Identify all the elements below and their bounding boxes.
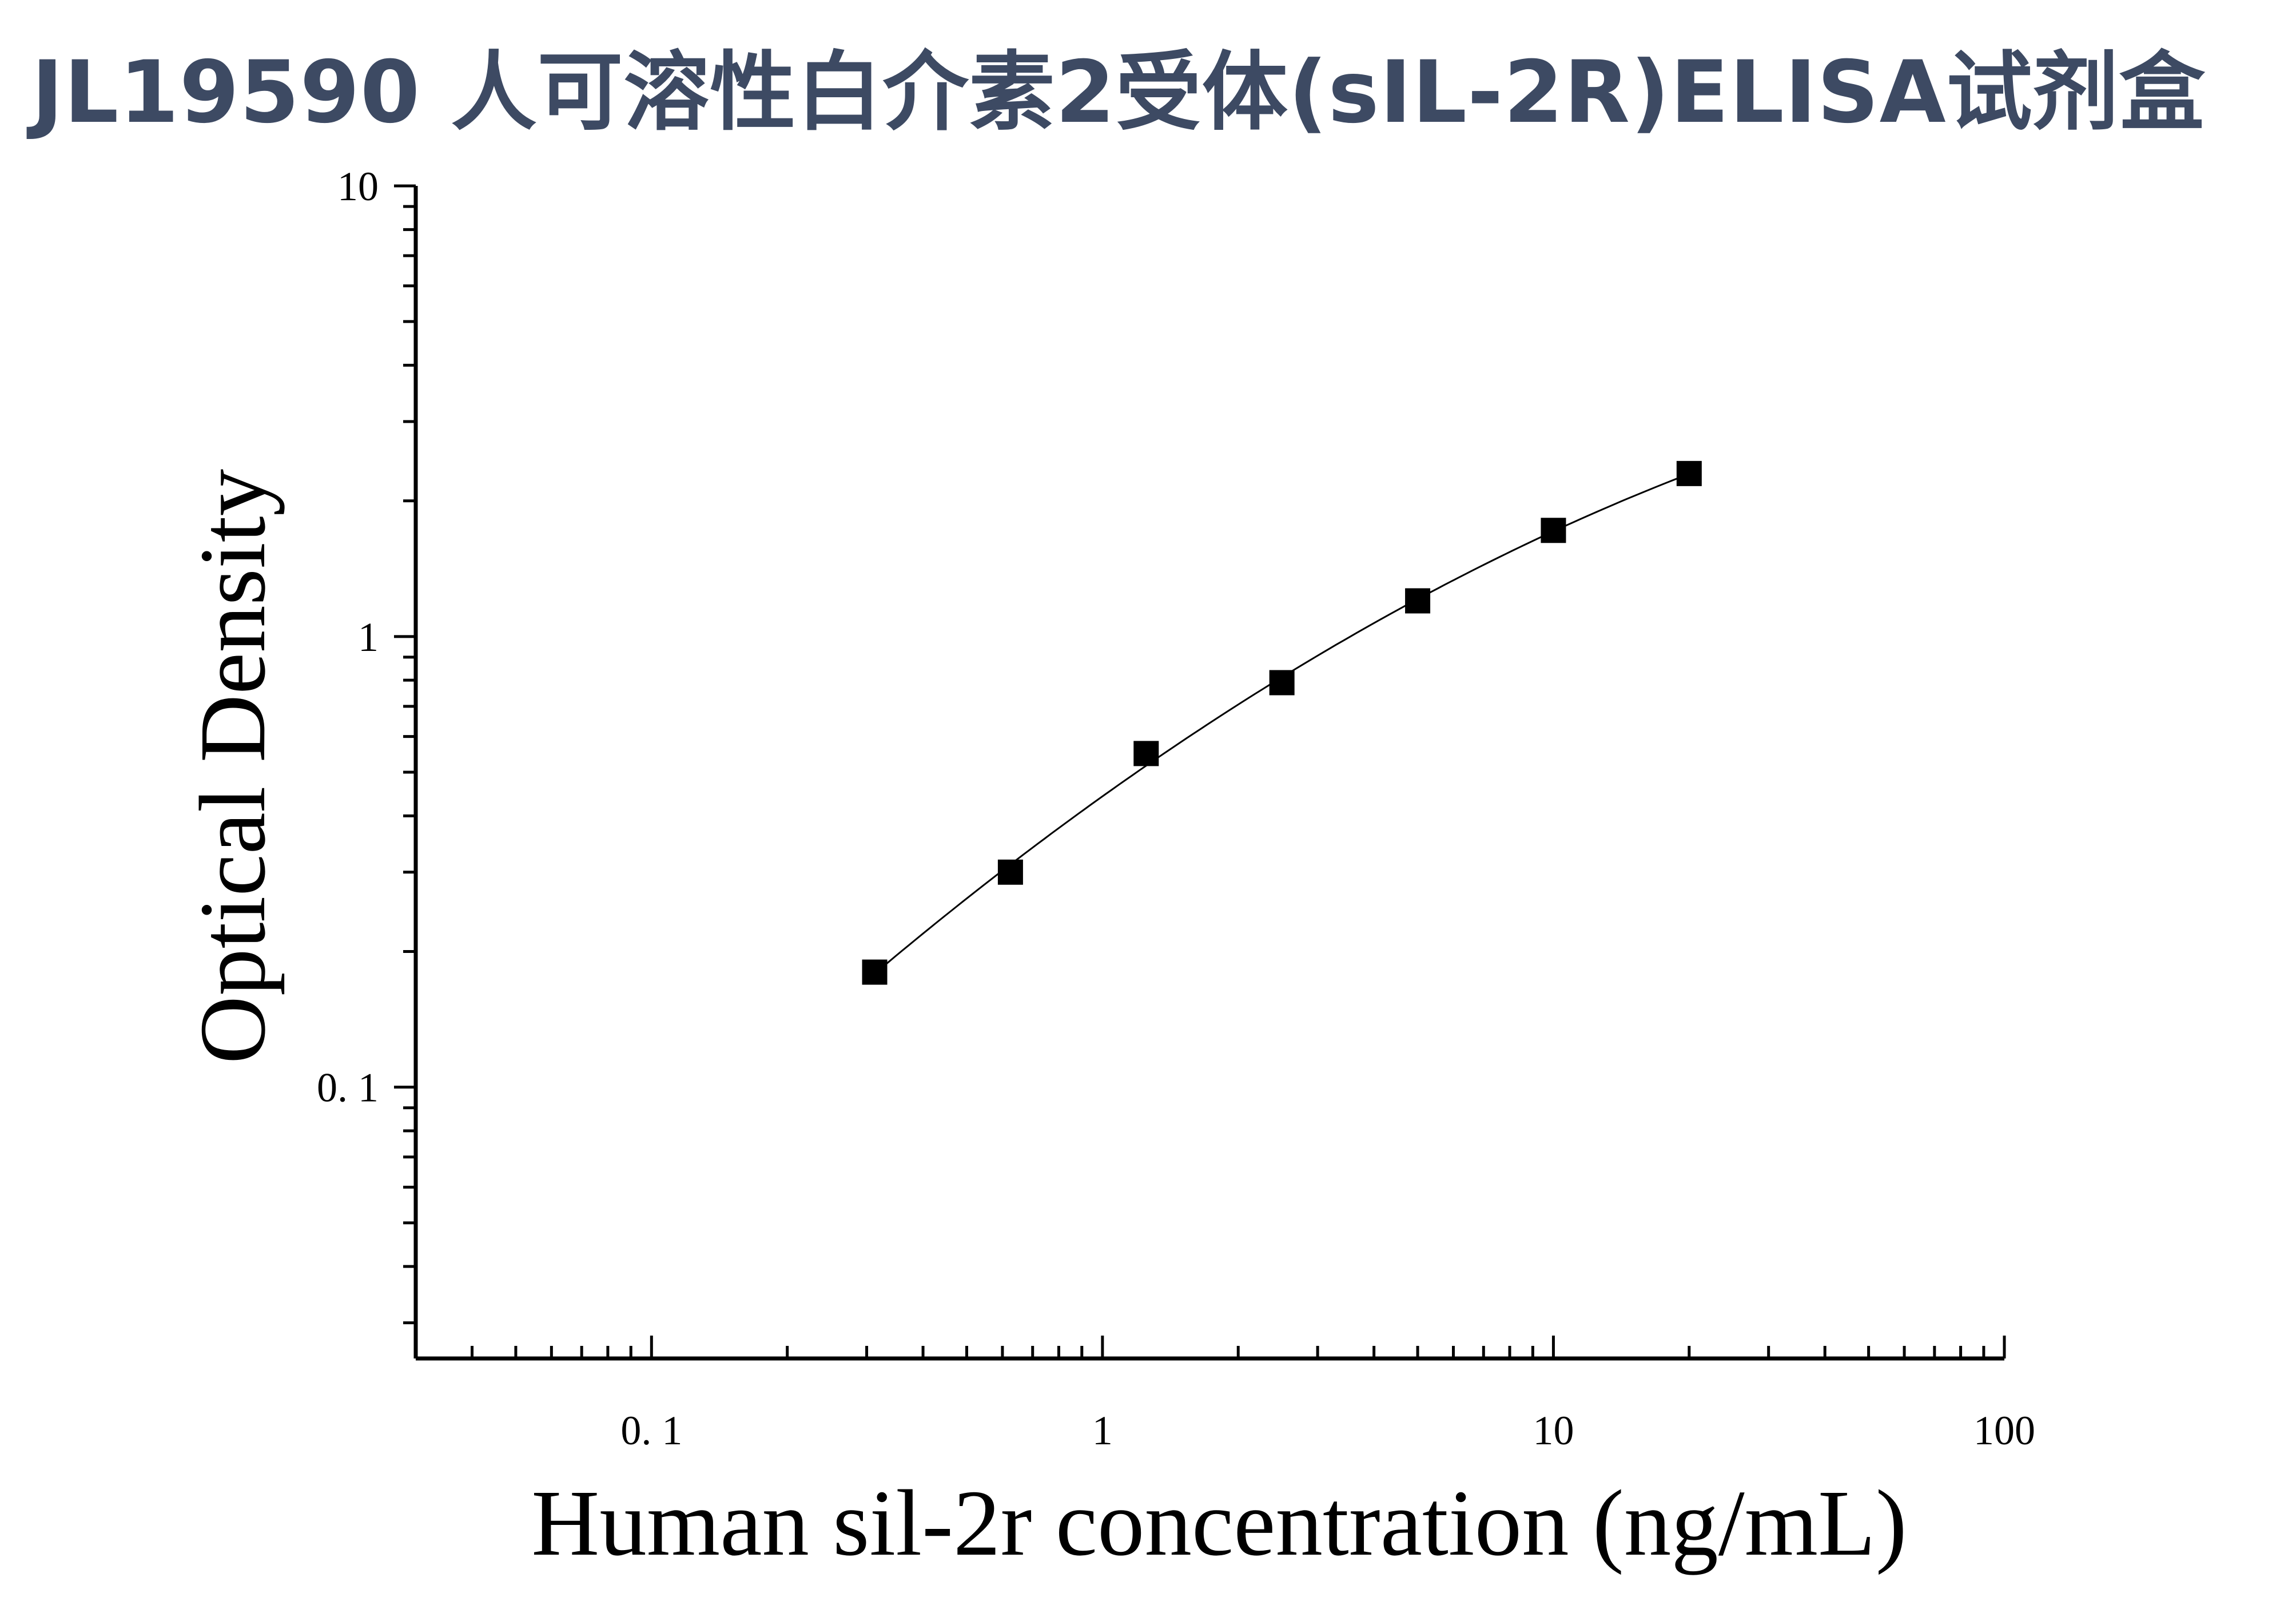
x-tick-label: 0. 1 bbox=[620, 1408, 682, 1453]
y-tick-label: 1 bbox=[358, 614, 379, 660]
y-tick-label: 10 bbox=[337, 164, 379, 209]
data-point bbox=[1405, 588, 1431, 614]
axis-ticks bbox=[394, 184, 2006, 1358]
data-point bbox=[997, 859, 1023, 885]
axes bbox=[413, 186, 2004, 1361]
x-tick-label: 100 bbox=[1973, 1408, 2035, 1453]
data-point bbox=[862, 959, 888, 985]
y-tick-label: 0. 1 bbox=[317, 1065, 379, 1111]
axis-tick-labels: 0. 1 1 10 100 0. 1 1 10 bbox=[317, 164, 2035, 1453]
fit-curve bbox=[874, 473, 1690, 975]
x-axis-label: Human sil-2r concentration (ng/mL) bbox=[531, 1471, 1907, 1575]
y-axis-label: Optical Density bbox=[180, 469, 285, 1064]
data-point bbox=[1133, 741, 1159, 766]
x-tick-label: 10 bbox=[1533, 1408, 1574, 1453]
x-tick-label: 1 bbox=[1092, 1408, 1113, 1453]
data-points bbox=[862, 460, 1702, 985]
data-point bbox=[1541, 518, 1566, 543]
data-point bbox=[1676, 460, 1702, 486]
page-title: JL19590 人可溶性白介素2受体(sIL-2R)ELISA试剂盒 bbox=[31, 43, 2206, 142]
data-point bbox=[1269, 670, 1295, 696]
